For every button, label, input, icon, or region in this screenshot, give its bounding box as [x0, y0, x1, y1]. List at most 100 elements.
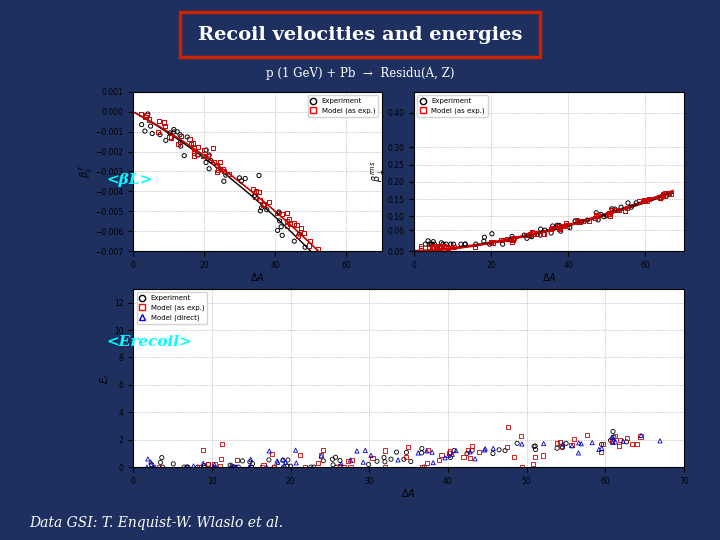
Point [147, 463, 158, 471]
Point [330, 453, 341, 462]
Point [508, 235, 519, 244]
Point [608, 435, 619, 443]
Point [531, 229, 543, 238]
Point [202, 460, 214, 468]
Point [231, 456, 243, 464]
Point [657, 191, 669, 200]
Point [378, 453, 390, 462]
Point [610, 206, 621, 214]
Point [379, 446, 391, 455]
Point [606, 436, 618, 445]
Point [653, 192, 665, 201]
Point [276, 231, 288, 240]
Point [431, 242, 442, 251]
Point [426, 240, 437, 248]
Point [372, 457, 383, 465]
Point [448, 240, 459, 248]
Point [436, 242, 447, 251]
Point [566, 440, 577, 449]
Text: <βL>: <βL> [107, 173, 153, 187]
Point [503, 423, 514, 431]
Point [575, 440, 587, 448]
Point [501, 443, 513, 451]
Point [158, 118, 169, 127]
X-axis label: $\Delta A$: $\Delta A$ [541, 271, 557, 283]
Point [631, 199, 642, 207]
Point [197, 152, 209, 160]
Point [174, 130, 186, 139]
Point [508, 234, 519, 243]
Point [436, 450, 447, 459]
Point [192, 151, 204, 159]
Point [359, 446, 371, 455]
Point [487, 238, 498, 247]
Point [442, 244, 454, 252]
Point [663, 188, 675, 197]
Point [508, 234, 519, 243]
Point [202, 460, 214, 469]
Point [601, 212, 613, 220]
Point [279, 461, 290, 470]
Point [462, 446, 474, 455]
Point [464, 454, 476, 462]
Point [274, 209, 285, 218]
Point [277, 455, 289, 464]
Point [443, 451, 454, 460]
Point [661, 192, 672, 200]
Point [561, 219, 572, 227]
Point [418, 463, 430, 471]
Point [576, 218, 588, 227]
X-axis label: $\Delta A$: $\Delta A$ [401, 487, 416, 499]
Point [480, 444, 491, 453]
Point [344, 278, 356, 286]
Point [318, 446, 329, 455]
Point [215, 462, 226, 470]
Point [626, 203, 637, 212]
Point [334, 456, 346, 465]
Point [659, 188, 670, 197]
Point [564, 224, 575, 232]
Point [276, 222, 287, 231]
Point [274, 217, 285, 225]
Point [554, 438, 565, 447]
Point [358, 458, 369, 467]
Point [284, 214, 295, 223]
Point [485, 238, 496, 247]
Point [592, 211, 603, 220]
Point [598, 212, 610, 221]
Point [273, 208, 284, 217]
Point [157, 463, 168, 471]
Legend: Experiment, Model (as exp.): Experiment, Model (as exp.) [308, 95, 378, 117]
Point [450, 447, 462, 455]
Point [572, 217, 584, 225]
Point [657, 190, 669, 199]
Point [272, 458, 284, 467]
Point [501, 235, 513, 244]
Point [665, 189, 676, 198]
Point [606, 206, 618, 215]
Point [545, 225, 557, 233]
Point [229, 463, 240, 471]
Point [263, 198, 274, 206]
Point [423, 244, 435, 252]
Point [248, 185, 259, 193]
Point [610, 431, 621, 440]
Point [499, 446, 510, 455]
Point [400, 453, 412, 461]
Point [529, 453, 541, 461]
Point [524, 230, 536, 239]
Point [365, 310, 377, 319]
Point [207, 463, 219, 471]
Point [325, 255, 337, 264]
Point [572, 449, 584, 457]
Point [643, 194, 654, 203]
Point [469, 455, 481, 463]
Point [558, 222, 570, 231]
Point [570, 217, 581, 225]
Point [351, 447, 363, 455]
Point [347, 294, 359, 303]
Point [258, 460, 269, 469]
Point [154, 130, 166, 139]
Point [487, 449, 499, 458]
Point [347, 287, 359, 296]
